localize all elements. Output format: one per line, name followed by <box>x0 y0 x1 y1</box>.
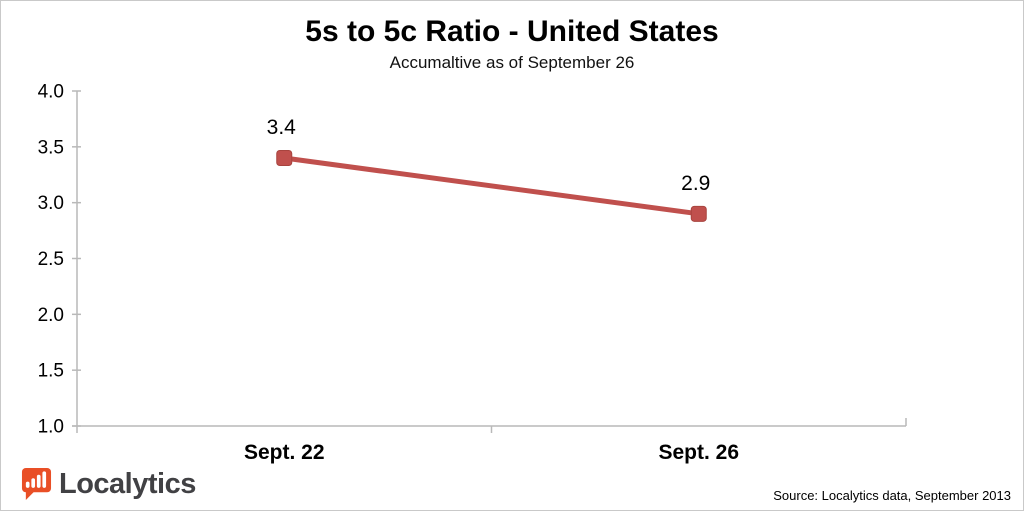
chart-bar <box>31 478 36 488</box>
bar-chart-speech-bubble-icon <box>21 468 52 500</box>
localytics-logo: Localytics <box>21 467 196 501</box>
chart-subtitle: Accumaltive as of September 26 <box>389 53 635 72</box>
data-point-label: 2.9 <box>681 172 710 195</box>
y-axis-label: 2.0 <box>38 305 64 326</box>
x-axis-label: Sept. 26 <box>658 441 739 464</box>
logo-wordmark: Localytics <box>59 467 196 500</box>
y-axis-label: 1.0 <box>38 417 64 438</box>
y-axis-label: 3.5 <box>38 137 64 158</box>
chart-title: 5s to 5c Ratio - United States <box>305 15 719 48</box>
y-axis-label: 4.0 <box>38 82 64 103</box>
y-axis-label: 1.5 <box>38 361 64 382</box>
bubble-tail <box>25 490 36 500</box>
series-line <box>281 155 702 217</box>
data-point-label: 3.4 <box>267 116 297 139</box>
data-point-marker <box>690 205 707 222</box>
x-axis-label: Sept. 22 <box>244 441 325 464</box>
bubble-body <box>21 468 52 493</box>
data-point-marker <box>276 150 293 166</box>
chart-bar <box>25 481 30 488</box>
y-axis-label: 3.0 <box>38 193 64 214</box>
source-note: Source: Localytics data, September 2013 <box>773 488 1011 503</box>
chart-bar <box>36 474 41 488</box>
y-axis-label: 2.5 <box>38 249 64 270</box>
chart-bar <box>42 471 47 488</box>
